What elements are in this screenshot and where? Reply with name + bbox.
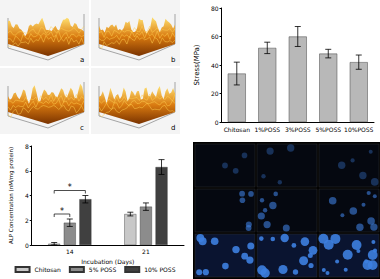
svg-text:5% POSS: 5% POSS	[89, 266, 117, 273]
svg-text:c: c	[80, 124, 84, 132]
svg-text:6: 6	[25, 167, 29, 174]
svg-text:10%POSS: 10%POSS	[344, 126, 373, 133]
svg-text:14: 14	[66, 248, 74, 255]
svg-text:ALP Concentration (nM/mg prote: ALP Concentration (nM/mg protein)	[8, 147, 15, 244]
svg-text:Chitosan: Chitosan	[35, 266, 61, 273]
svg-text:40: 40	[211, 62, 219, 69]
svg-text:Chitosan: Chitosan	[224, 126, 250, 133]
svg-text:10% POSS: 10% POSS	[144, 266, 175, 273]
svg-text:4: 4	[25, 192, 29, 199]
svg-text:Incubation (Days): Incubation (Days)	[81, 258, 135, 266]
svg-text:1%POSS: 1%POSS	[255, 126, 281, 133]
svg-text:21: 21	[142, 248, 150, 255]
svg-text:Stress(MPa): Stress(MPa)	[193, 44, 201, 85]
svg-text:80: 80	[211, 5, 219, 12]
svg-text:8: 8	[25, 143, 29, 150]
svg-text:20: 20	[211, 90, 219, 97]
svg-text:5%POSS: 5%POSS	[316, 126, 342, 133]
svg-text:2: 2	[25, 217, 29, 224]
svg-text:a: a	[80, 56, 84, 64]
svg-text:d: d	[171, 124, 175, 132]
svg-text:3%POSS: 3%POSS	[285, 126, 311, 133]
svg-text:0: 0	[215, 119, 219, 126]
svg-text:*: *	[68, 183, 72, 192]
svg-text:*: *	[60, 207, 64, 216]
svg-text:b: b	[171, 56, 176, 64]
svg-text:0: 0	[25, 242, 29, 249]
svg-text:60: 60	[211, 33, 219, 40]
